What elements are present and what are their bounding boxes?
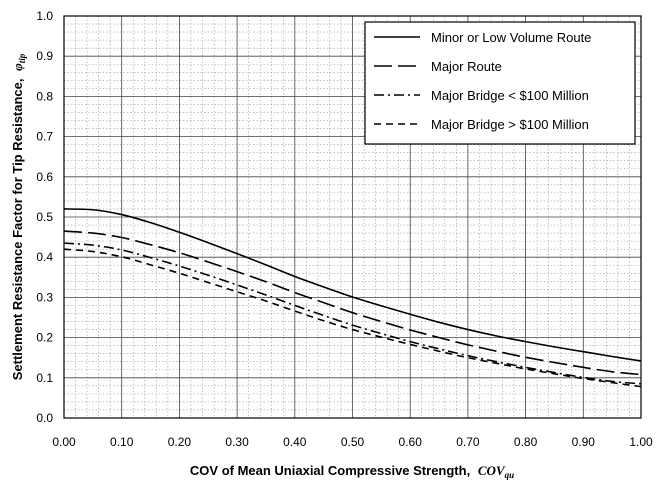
legend-label-bridge-under-100m: Major Bridge < $100 Million [431,88,589,103]
x-axis-title-symbol: COV [478,463,506,478]
y-tick-label: 0.0 [36,411,53,425]
y-tick-label: 0.1 [36,371,53,385]
x-tick-label: 0.60 [399,435,423,449]
x-axis-title-text: COV of Mean Uniaxial Compressive Strengt… [190,463,470,478]
x-tick-label: 0.90 [572,435,596,449]
y-tick-label: 0.8 [36,89,53,103]
x-tick-label: 0.20 [168,435,192,449]
x-tick-label: 0.80 [514,435,538,449]
y-tick-label: 0.5 [36,210,53,224]
legend-label-minor-route: Minor or Low Volume Route [431,30,591,45]
legend-label-major-route: Major Route [431,59,502,74]
y-tick-label: 0.2 [36,331,53,345]
y-axis-title-text: Settlement Resistance Factor for Tip Res… [10,79,25,381]
y-tick-label: 0.6 [36,170,53,184]
y-tick-labels: 0.0 0.1 0.2 0.3 0.4 0.5 0.6 0.7 0.8 0.9 1.0 [36,9,53,425]
x-tick-label: 0.10 [110,435,134,449]
x-axis-title: COV of Mean Uniaxial Compressive Strengt… [190,463,514,480]
series-line-0 [63,208,642,362]
x-tick-label: 1.00 [629,435,653,449]
x-tick-label: 0.00 [52,435,76,449]
series-lines [63,208,642,388]
x-tick-label: 0.30 [225,435,249,449]
y-axis-title: Settlement Resistance Factor for Tip Res… [10,53,27,380]
y-tick-label: 0.7 [36,130,53,144]
series-line-1 [63,230,642,376]
y-tick-label: 0.4 [36,250,53,264]
y-tick-label: 1.0 [36,9,53,23]
y-axis-title-subscript: tip [17,53,27,63]
x-tick-label: 0.40 [283,435,307,449]
y-tick-label: 0.9 [36,49,53,63]
x-tick-label: 0.50 [341,435,365,449]
x-tick-labels: 0.00 0.10 0.20 0.30 0.40 0.50 0.60 0.70 0.80 0.90… [52,435,653,449]
y-tick-label: 0.3 [36,290,53,304]
y-axis-title-symbol: φ [10,63,25,71]
legend-label-bridge-over-100m: Major Bridge > $100 Million [431,117,589,132]
legend: Minor or Low Volume Route Major Route Ma… [364,21,636,145]
plot-frame [63,15,642,419]
series-line-2 [63,242,642,385]
x-tick-label: 0.70 [456,435,480,449]
x-axis-title-subscript: qu [505,470,515,480]
series-line-3 [63,248,642,388]
